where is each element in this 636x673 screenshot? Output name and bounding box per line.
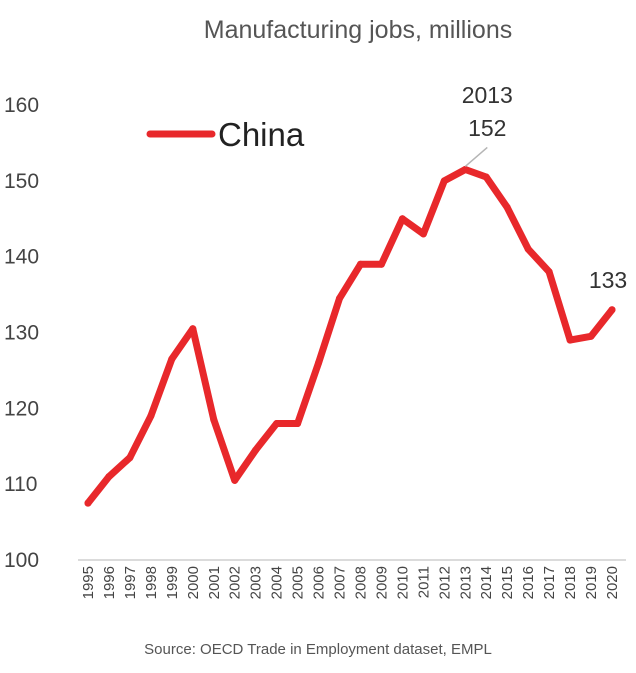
x-axis-ticks: 1995 1996 1997 1998 1999 2000 2001 2002 2003 2004… bbox=[80, 566, 621, 599]
y-tick-label: 160 bbox=[4, 94, 39, 117]
data-point bbox=[524, 245, 532, 253]
data-point bbox=[608, 306, 616, 314]
data-point bbox=[503, 203, 511, 211]
x-tick-label: 2011 bbox=[415, 566, 432, 598]
data-point bbox=[482, 173, 490, 181]
x-tick-label: 2007 bbox=[332, 566, 349, 599]
series-line-china bbox=[84, 166, 616, 507]
data-point bbox=[147, 412, 155, 420]
data-point bbox=[545, 268, 553, 276]
x-tick-label: 2002 bbox=[227, 566, 244, 599]
x-tick-label: 2004 bbox=[269, 566, 286, 599]
x-tick-label: 2000 bbox=[185, 566, 202, 599]
y-tick-label: 120 bbox=[4, 397, 39, 420]
x-tick-label: 1995 bbox=[80, 566, 97, 599]
x-tick-label: 2012 bbox=[436, 566, 453, 599]
x-tick-label: 2019 bbox=[583, 566, 600, 599]
chart-title: Manufacturing jobs, millions bbox=[204, 16, 512, 44]
y-tick-label: 110 bbox=[4, 473, 37, 496]
x-tick-label: 2014 bbox=[478, 566, 495, 599]
y-axis-ticks: 100 110 120 130 140 150 160 bbox=[4, 94, 39, 572]
x-tick-label: 2016 bbox=[520, 566, 537, 599]
data-point bbox=[168, 355, 176, 363]
data-point bbox=[419, 230, 427, 238]
source-note: Source: OECD Trade in Employment dataset… bbox=[144, 641, 492, 658]
x-tick-label: 2009 bbox=[373, 566, 390, 599]
legend: China bbox=[146, 116, 305, 153]
x-tick-label: 1998 bbox=[143, 566, 160, 599]
data-point bbox=[231, 476, 239, 484]
y-tick-label: 140 bbox=[4, 246, 39, 269]
data-point bbox=[126, 454, 134, 462]
peak-leader-line bbox=[464, 146, 488, 168]
x-tick-label: 2013 bbox=[457, 566, 474, 599]
peak-year-label: 2013 bbox=[462, 82, 513, 108]
data-point bbox=[252, 446, 260, 454]
x-tick-label: 2003 bbox=[248, 566, 265, 599]
x-tick-label: 2015 bbox=[499, 566, 516, 599]
data-point bbox=[105, 473, 113, 481]
x-tick-label: 2005 bbox=[290, 566, 307, 599]
x-tick-label: 2006 bbox=[311, 566, 328, 599]
x-tick-label: 2008 bbox=[352, 566, 369, 599]
data-point bbox=[336, 294, 344, 302]
end-value-label: 133 bbox=[589, 267, 627, 293]
data-point bbox=[210, 416, 218, 424]
x-tick-label: 2018 bbox=[562, 566, 579, 599]
data-point bbox=[461, 165, 469, 173]
x-tick-label: 1999 bbox=[164, 566, 181, 599]
x-tick-label: 2017 bbox=[541, 566, 558, 599]
x-tick-label: 2020 bbox=[604, 566, 621, 599]
y-tick-label: 130 bbox=[4, 322, 39, 345]
data-point bbox=[315, 359, 323, 367]
data-point bbox=[377, 260, 385, 268]
data-point bbox=[189, 325, 197, 333]
data-point bbox=[587, 332, 595, 340]
y-tick-label: 150 bbox=[4, 170, 39, 193]
annotations: 2013 152 133 bbox=[462, 82, 627, 293]
data-point bbox=[273, 420, 281, 427]
data-point bbox=[566, 336, 574, 344]
x-tick-label: 1997 bbox=[122, 566, 139, 599]
legend-label-china: China bbox=[218, 116, 305, 153]
series-layer bbox=[84, 165, 616, 507]
x-tick-label: 2010 bbox=[394, 566, 411, 599]
data-point bbox=[398, 215, 406, 223]
x-tick-label: 2001 bbox=[206, 566, 223, 599]
data-point bbox=[294, 420, 302, 427]
y-tick-label: 100 bbox=[4, 549, 39, 572]
data-point bbox=[356, 260, 364, 268]
x-tick-label: 1996 bbox=[101, 566, 118, 599]
data-point bbox=[440, 177, 448, 185]
data-point bbox=[84, 499, 92, 507]
peak-value-label: 152 bbox=[468, 115, 506, 141]
